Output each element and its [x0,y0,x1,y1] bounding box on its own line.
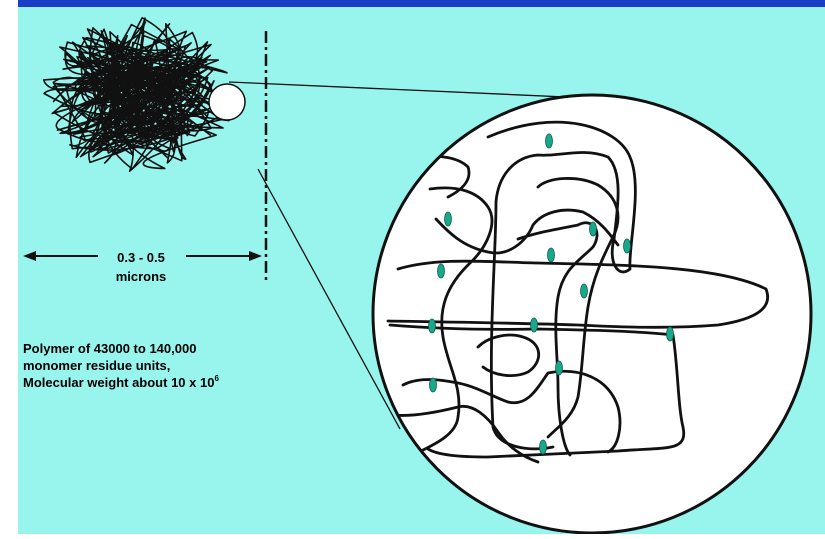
crosslink-dot [666,326,674,342]
scale-label-value: 0.3 - 0.5 [117,250,165,265]
scale-label-unit: microns [116,269,167,284]
description-line-3-text: Molecular weight about 10 x 10 [23,375,214,390]
crosslink-dot [589,221,597,237]
polymer-chain [411,186,494,457]
polymer-chains [386,120,769,464]
crosslink-dot [429,377,437,393]
description-line-1: Polymer of 43000 to 140,000 [23,341,196,356]
zoom-line-top [228,81,612,100]
polymer-description: Polymer of 43000 to 140,000 monomer resi… [23,341,219,390]
crosslink-dot [428,318,436,334]
description-line-2: monomer residue units, [23,358,170,373]
crosslink-dot [444,211,452,227]
crosslinks [428,133,674,455]
polymer-chain [434,208,620,255]
crosslink-dot [437,263,445,279]
crosslink-dot [545,133,553,149]
polymer-chain [391,404,540,464]
crosslink-dot [580,283,588,299]
scale-bar: 0.3 - 0.5 microns [23,31,268,284]
magnified-view-circle [371,93,813,535]
scale-arrowhead-left [23,251,36,261]
description-line-3: Molecular weight about 10 x 106 [23,374,219,390]
magnified-region-marker [208,83,246,121]
polymer-diagram: 0.3 - 0.5 microns Polymer of 43000 to 14… [18,7,825,535]
polymer-chain [516,221,599,457]
polymer-chain [476,333,541,378]
crosslink-dot [623,238,631,254]
polymer-chain [386,259,769,329]
polymer-chain [486,120,637,451]
description-exponent: 6 [214,374,219,383]
diagram-canvas: 0.3 - 0.5 microns Polymer of 43000 to 14… [18,7,825,535]
coil-strand [55,23,212,164]
crosslink-dot [555,360,563,376]
crosslink-dot [547,247,555,263]
crosslink-dot [530,317,538,333]
scale-arrowhead-right [249,251,262,261]
crosslink-dot [539,439,547,455]
polymer-chain [388,323,686,459]
zoom-line-bottom [257,168,401,430]
polymer-chain [536,177,620,439]
polymer-chain [401,369,622,454]
title-bar [18,0,825,7]
